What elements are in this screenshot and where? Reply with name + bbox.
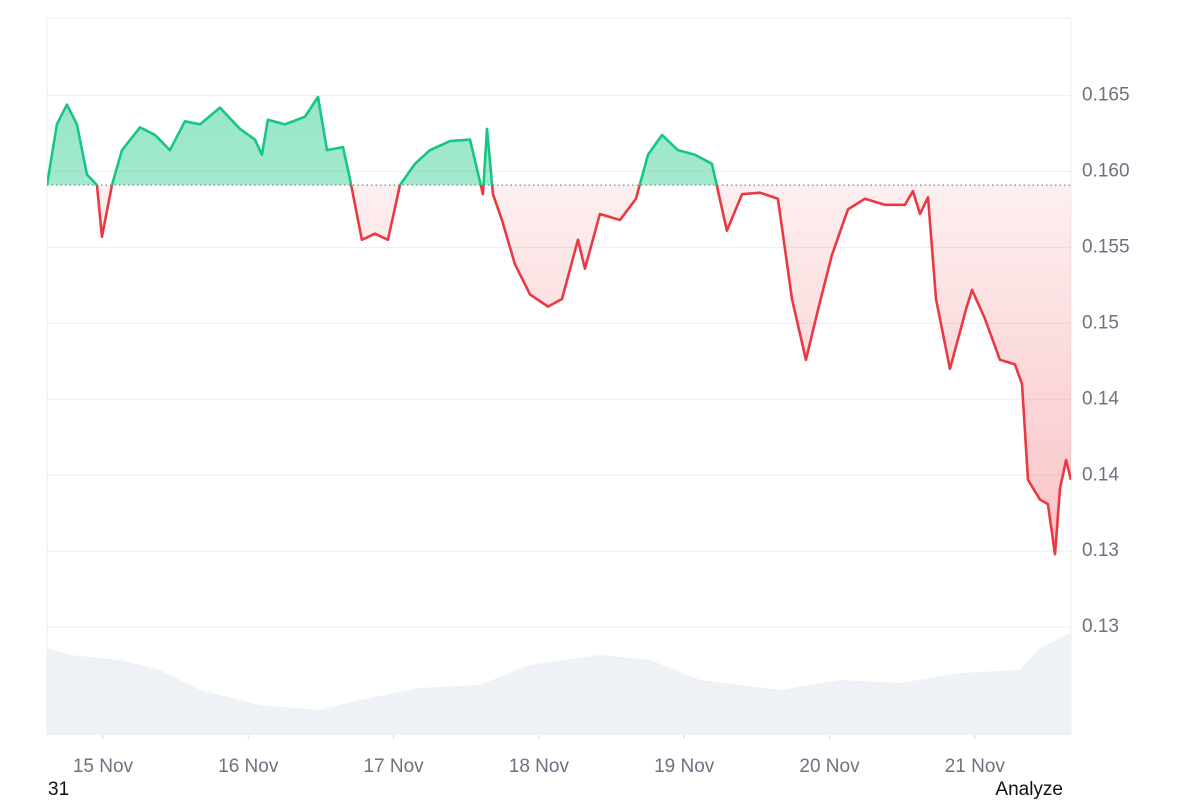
x-tick-label: 15 Nov	[73, 756, 134, 777]
footer-left: 31	[48, 779, 69, 800]
price-line-up	[47, 95, 719, 186]
y-tick-label: 0.13	[1082, 540, 1119, 561]
x-tick-label: 19 Nov	[654, 756, 715, 777]
y-tick-label: 0.13	[1082, 616, 1119, 637]
area-up	[47, 96, 1071, 186]
y-tick-label: 0.15	[1082, 312, 1119, 333]
y-tick-label: 0.14	[1082, 388, 1119, 409]
price-line-down	[47, 185, 1071, 556]
x-tick-label: 18 Nov	[509, 756, 570, 777]
x-tick-label: 16 Nov	[218, 756, 279, 777]
y-tick-label: 0.14	[1082, 464, 1119, 485]
area-down	[47, 185, 1071, 555]
footer-right[interactable]: Analyze	[995, 779, 1063, 800]
volume-area	[47, 633, 1071, 735]
x-tick-label: 17 Nov	[363, 756, 424, 777]
x-tick-label: 20 Nov	[799, 756, 860, 777]
y-tick-label: 0.155	[1082, 236, 1130, 257]
y-tick-label: 0.160	[1082, 160, 1130, 181]
x-tick-label: 21 Nov	[945, 756, 1006, 777]
y-tick-label: 0.165	[1082, 84, 1130, 105]
